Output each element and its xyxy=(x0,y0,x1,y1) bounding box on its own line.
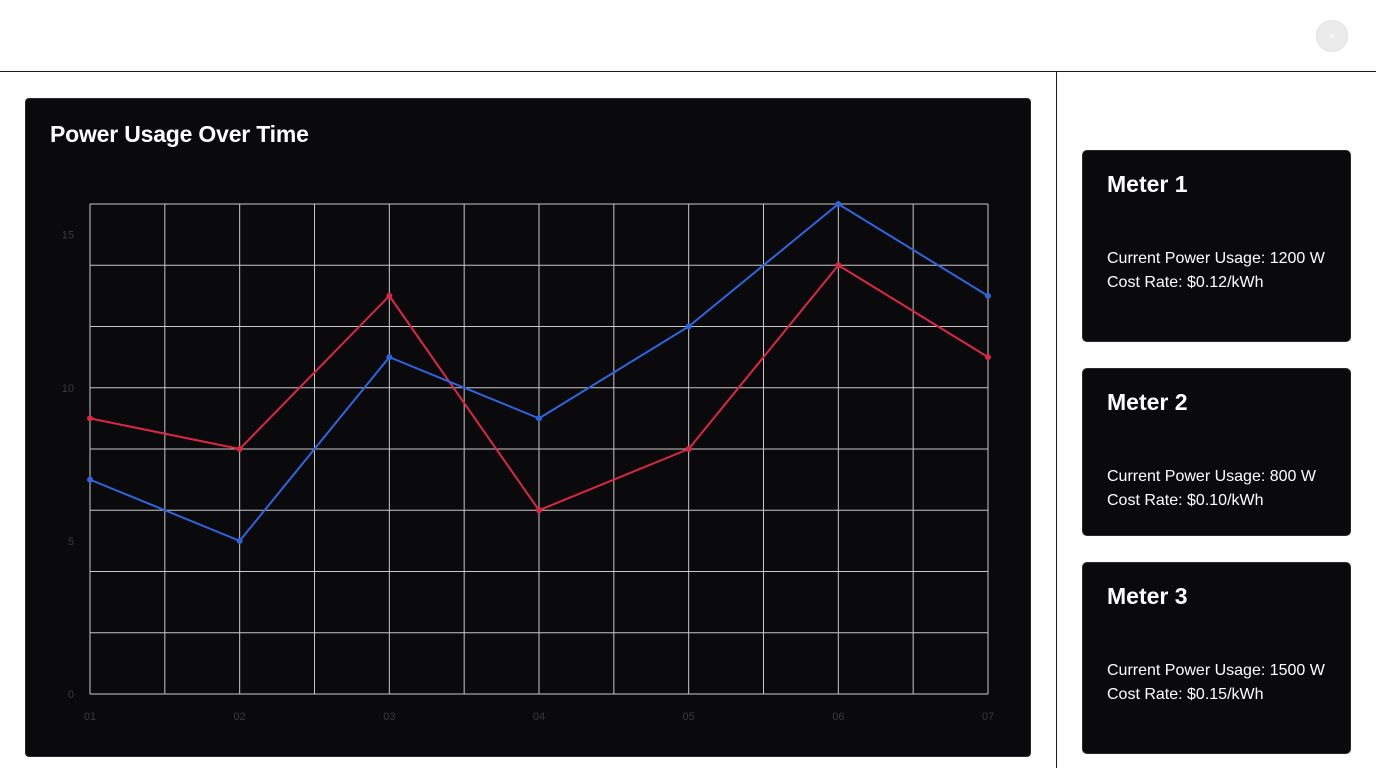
meter-power-usage: Current Power Usage: 1500 W xyxy=(1107,662,1325,679)
x-tick-label: 06 xyxy=(832,711,844,723)
chart-title: Power Usage Over Time xyxy=(50,121,309,147)
x-tick-label: 07 xyxy=(982,711,994,723)
series-1-point xyxy=(985,354,991,361)
meter-card-3: Meter 3 Current Power Usage: 1500 W Cost… xyxy=(1082,562,1351,754)
x-tick-label: 04 xyxy=(533,711,545,723)
series-1-point xyxy=(87,415,93,422)
meter-cost-rate: Cost Rate: $0.12/kWh xyxy=(1107,274,1264,291)
meter-card-2: Meter 2 Current Power Usage: 800 W Cost … xyxy=(1082,368,1351,536)
meter-title: Meter 2 xyxy=(1107,389,1188,415)
meter-power-usage: Current Power Usage: 1200 W xyxy=(1107,250,1325,267)
series-1-point xyxy=(835,262,842,269)
series-1-point xyxy=(236,446,243,452)
y-tick-label: 15 xyxy=(62,230,74,242)
series-1-point xyxy=(685,446,692,452)
y-tick-label: 10 xyxy=(62,383,74,395)
meter-title: Meter 3 xyxy=(1107,583,1188,609)
x-tick-label: 05 xyxy=(683,711,695,723)
power-usage-chart-card: Power Usage Over Time 0 5 10 15 01 02 03 04 05 06… xyxy=(25,98,1031,757)
series-2-point xyxy=(835,201,842,207)
series-2-point xyxy=(386,354,393,361)
x-tick-label: 03 xyxy=(383,711,395,723)
meter-details: Current Power Usage: 800 W Cost Rate: $0… xyxy=(1107,465,1332,513)
user-avatar-icon[interactable] xyxy=(1316,20,1348,52)
meter-details: Current Power Usage: 1200 W Cost Rate: $… xyxy=(1107,247,1332,295)
meter-card-1: Meter 1 Current Power Usage: 1200 W Cost… xyxy=(1082,150,1351,342)
series-2-point xyxy=(236,537,243,544)
y-tick-label: 5 xyxy=(68,536,74,548)
series-2-point xyxy=(985,292,991,299)
series-2-point xyxy=(685,323,692,330)
series-2-point xyxy=(536,415,542,422)
top-bar xyxy=(0,0,1376,72)
meter-title: Meter 1 xyxy=(1107,171,1188,197)
meter-cost-rate: Cost Rate: $0.15/kWh xyxy=(1107,686,1264,703)
y-tick-label: 0 xyxy=(68,689,74,701)
series-1-point xyxy=(386,292,393,299)
x-tick-label: 02 xyxy=(234,711,246,723)
x-tick-label: 01 xyxy=(84,711,96,723)
series-1-point xyxy=(536,507,542,514)
sidebar-divider xyxy=(1056,72,1057,768)
meter-cost-rate: Cost Rate: $0.10/kWh xyxy=(1107,492,1264,509)
series-2-point xyxy=(87,476,93,483)
meter-details: Current Power Usage: 1500 W Cost Rate: $… xyxy=(1107,659,1332,707)
meter-power-usage: Current Power Usage: 800 W xyxy=(1107,468,1316,485)
